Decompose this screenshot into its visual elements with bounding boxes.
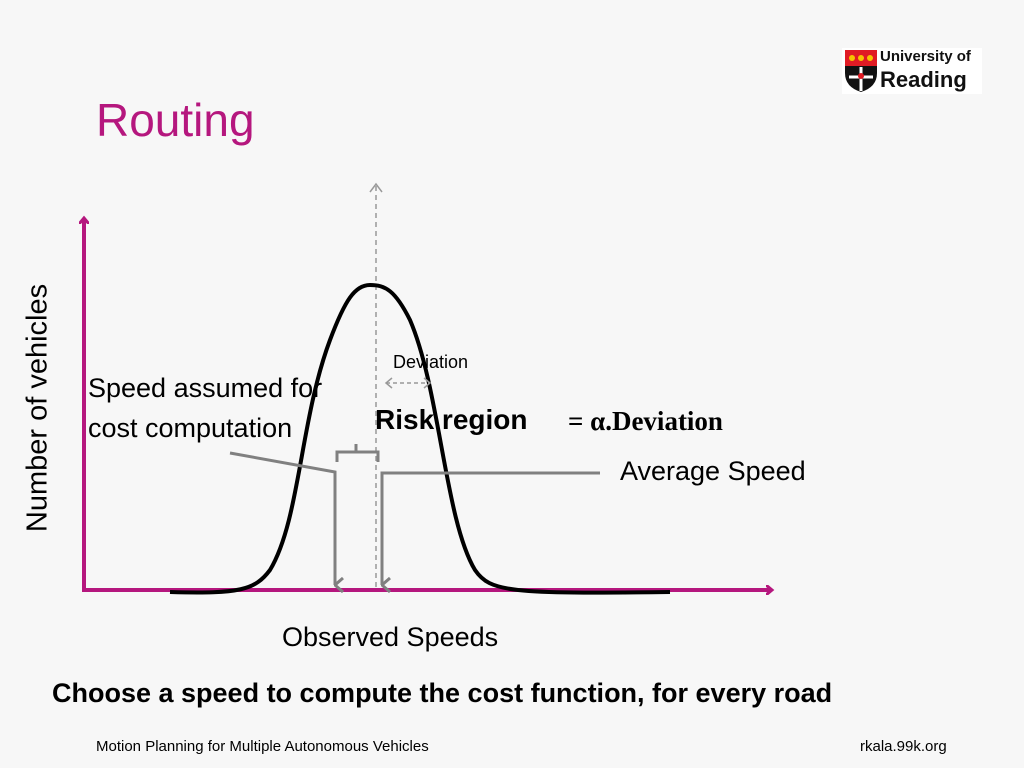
- footer-right: rkala.99k.org: [860, 738, 947, 755]
- average-speed-label: Average Speed: [620, 456, 806, 486]
- slide-title: Routing: [96, 94, 255, 146]
- deviation-arrow-heads: [384, 377, 432, 389]
- average-speed-pointer: [380, 471, 600, 585]
- university-logo: University of Reading: [842, 48, 982, 94]
- assumed-speed-label-line1: Speed assumed for: [88, 373, 323, 403]
- logo-line1: University of: [880, 48, 971, 65]
- risk-equation: = α.Deviation: [568, 406, 723, 436]
- assumed-speed-label-line2: cost computation: [88, 413, 293, 443]
- risk-region-brace: [335, 444, 380, 462]
- x-axis-label: Observed Speeds: [282, 622, 499, 652]
- mean-arrow-head: [369, 182, 383, 193]
- logo-line2: Reading: [880, 67, 967, 92]
- risk-region-label: Risk region: [375, 404, 528, 435]
- y-axis-label: Number of vehicles: [21, 283, 54, 533]
- deviation-label: Deviation: [393, 352, 469, 372]
- assumed-speed-pointer: [229, 451, 335, 585]
- slide-caption: Choose a speed to compute the cost funct…: [52, 678, 833, 708]
- footer-left: Motion Planning for Multiple Autonomous …: [96, 738, 429, 755]
- distribution-curve: [169, 282, 671, 595]
- assumed-speed-label: Speed assumed for cost computation: [88, 368, 322, 448]
- crest-icon: [845, 50, 877, 92]
